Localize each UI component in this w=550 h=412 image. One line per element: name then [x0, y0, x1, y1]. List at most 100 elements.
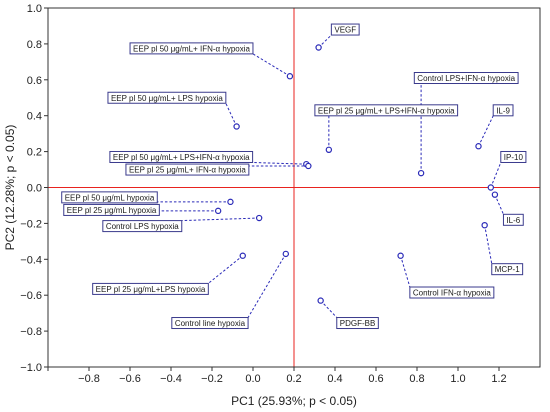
point-label: EEP pl 50 μg/mL hypoxia [61, 191, 158, 204]
point-label: Control line hypoxia [171, 317, 249, 330]
point-label-text: Control IFN-α hypoxia [413, 289, 492, 298]
y-tick-label: −0.6 [20, 290, 42, 302]
point-label-text: Control LPS+IFN-α hypoxia [417, 74, 515, 83]
leader-line [208, 255, 244, 284]
point-label-text: EEP pl 25 μg/mL+ LPS+IFN-α hypoxia [318, 106, 455, 115]
y-axis-ticks: 1.0 0.8 0.6 0.4 0.2 0.0 −0.2 −0.4 −0.6 −0.8 −1.0 [20, 3, 48, 374]
data-point [491, 191, 499, 198]
point-label: Control LPS+IFN-α hypoxia [413, 72, 519, 85]
x-tick-label: −0.6 [119, 373, 141, 385]
leader-line [247, 253, 287, 318]
point-label-text: EEP pl 25 μg/mL hypoxia [67, 206, 157, 215]
leader-line [478, 115, 494, 147]
point-label-box [171, 317, 249, 330]
x-tick-label: −0.2 [201, 373, 223, 385]
data-points [214, 44, 499, 304]
point-label-box [125, 163, 250, 176]
point-label-box [330, 23, 360, 36]
point-label-text: IP-10 [504, 153, 524, 162]
y-tick-label: 0.2 [27, 147, 42, 159]
point-label: Control LPS hypoxia [102, 220, 183, 233]
point-label-box [502, 213, 524, 226]
data-point [214, 207, 222, 215]
data-point [227, 198, 234, 206]
data-point [286, 73, 294, 80]
point-label: EEP pl 25 μg/mL+ IFN-α hypoxia [125, 163, 250, 176]
data-point [475, 143, 482, 150]
data-point [315, 44, 322, 51]
point-label-text: EEP pl 25 μg/mL+LPS hypoxia [96, 285, 206, 294]
y-tick-label: 0.0 [27, 183, 42, 195]
point-label: EEP pl 50 μg/mL+ LPS+IFN-α hypoxia [109, 150, 254, 163]
data-point [417, 169, 425, 177]
point-label-text: VEGF [334, 26, 356, 35]
point-label-text: Control LPS hypoxia [106, 222, 179, 231]
x-tick-label: 0.0 [245, 373, 260, 385]
data-point [255, 214, 263, 222]
point-labels: VEGF EEP pl 50 μg/mL+ IFN-α hypoxia Contro… [61, 23, 527, 330]
point-label-box [63, 203, 160, 216]
x-tick-label: 0.6 [368, 373, 383, 385]
point-label-text: EEP pl 50 μg/mL+ LPS+IFN-α hypoxia [113, 153, 250, 162]
y-tick-label: −0.8 [20, 326, 42, 338]
point-label-text: IL-6 [506, 216, 520, 225]
point-label-box [102, 220, 183, 233]
point-label-box [92, 282, 209, 295]
point-label: IP-10 [500, 150, 527, 163]
point-label: VEGF [330, 23, 360, 36]
leader-line [318, 34, 332, 48]
point-label-text: EEP pl 50 μg/mL+ LPS hypoxia [111, 94, 223, 103]
point-label-text: MCP-1 [495, 265, 520, 274]
point-label: EEP pl 50 μg/mL+ IFN-α hypoxia [129, 42, 254, 55]
x-tick-label: −0.8 [78, 373, 100, 385]
y-tick-label: 0.4 [27, 111, 42, 123]
point-label-box [129, 42, 254, 55]
point-label: EEP pl 25 μg/mL+ LPS+IFN-α hypoxia [314, 104, 459, 117]
leader-line [484, 225, 493, 264]
x-tick-label: 0.4 [327, 373, 342, 385]
point-label-text: EEP pl 50 μg/mL+ IFN-α hypoxia [133, 44, 250, 53]
point-label: MCP-1 [491, 263, 524, 276]
point-label-box [61, 191, 158, 204]
leader-line [400, 255, 411, 288]
point-label-box [336, 317, 379, 330]
y-tick-label: 0.6 [27, 75, 42, 87]
x-tick-label: 0.8 [409, 373, 424, 385]
data-point [397, 252, 404, 259]
point-label: EEP pl 25 μg/mL hypoxia [63, 203, 160, 216]
data-point [325, 146, 333, 154]
point-label: IL-9 [492, 104, 514, 117]
point-label-text: Control line hypoxia [175, 319, 246, 328]
point-label-box [491, 263, 524, 276]
point-label-box [107, 91, 227, 104]
leader-line [320, 300, 338, 318]
reference-lines [48, 8, 540, 367]
point-label: EEP pl 50 μg/mL+ LPS hypoxia [107, 91, 227, 104]
point-label: PDGF-BB [336, 317, 379, 330]
leader-line [494, 194, 504, 215]
leader-lines [157, 34, 504, 318]
y-tick-label: 0.8 [27, 39, 42, 51]
point-label: EEP pl 25 μg/mL+LPS hypoxia [92, 282, 209, 295]
x-axis-ticks: −0.8 −0.6 −0.4 −0.2 0.0 0.2 0.4 0.6 0.8 1.0 1.2 [47, 367, 507, 385]
data-point [481, 221, 488, 229]
data-point [487, 184, 494, 191]
data-point [305, 162, 312, 170]
y-axis-label: PC2 (12.28%; p < 0.05) [3, 125, 17, 251]
x-tick-label: 1.0 [450, 373, 465, 385]
point-label-text: EEP pl 50 μg/mL hypoxia [65, 193, 155, 202]
point-label: Control IFN-α hypoxia [409, 286, 495, 299]
y-tick-label: −1.0 [20, 362, 42, 374]
data-point [239, 252, 246, 259]
point-label-box [413, 72, 519, 85]
leader-line [181, 217, 260, 222]
point-label-box [109, 150, 254, 163]
x-tick-label: 0.2 [286, 373, 301, 385]
point-label-text: EEP pl 25 μg/mL+ IFN-α hypoxia [129, 166, 246, 175]
point-label-text: IL-9 [496, 106, 510, 115]
data-point [233, 123, 240, 130]
point-label-box [409, 286, 495, 299]
y-tick-label: 1.0 [27, 3, 42, 15]
y-tick-label: −0.4 [20, 254, 42, 266]
